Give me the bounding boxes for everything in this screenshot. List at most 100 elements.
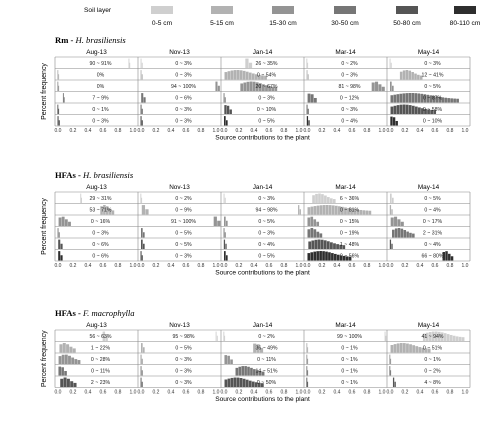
histogram-bar xyxy=(142,232,145,238)
percent-range-label: 0 ~ 3% xyxy=(175,61,192,67)
histogram-cell: 0 ~ 1% xyxy=(306,343,358,353)
histogram-cell: 0 ~ 6% xyxy=(58,251,109,261)
histogram-bar xyxy=(57,104,59,114)
histogram-bar xyxy=(224,72,228,80)
histogram-bar xyxy=(313,251,317,261)
x-tick-label: 1.0 xyxy=(462,390,469,396)
x-tick-label: 0.6 xyxy=(266,128,273,134)
x-tick-label: 0.6 xyxy=(183,263,190,269)
histogram-cell: 0 ~ 3% xyxy=(140,354,192,364)
percent-range-label: 95 ~ 98% xyxy=(172,334,194,340)
x-tick-label: 0.2 xyxy=(402,128,409,134)
percent-range-label: 0 ~ 58% xyxy=(423,107,443,113)
month-label: May-14 xyxy=(418,184,440,191)
histogram-bar xyxy=(255,370,259,376)
x-tick-label: 0.2 xyxy=(153,128,160,134)
histogram-cell: 0 ~ 10% xyxy=(224,105,276,114)
histogram-bar xyxy=(362,210,366,215)
histogram-bar xyxy=(399,93,403,103)
histogram-bar xyxy=(246,81,250,91)
histogram-cell: 0 ~ 3% xyxy=(140,58,192,68)
histogram-bar xyxy=(60,378,64,387)
month-label: Mar-14 xyxy=(335,322,356,329)
histogram-cell: 0 ~ 3% xyxy=(140,70,192,80)
histogram-bar xyxy=(223,116,226,126)
histogram-bar xyxy=(448,253,451,261)
histogram-bar xyxy=(319,251,322,261)
percent-range-label: 0 ~ 3% xyxy=(258,196,275,202)
histogram-cell: 0 ~ 87% xyxy=(390,93,459,103)
histogram-bar xyxy=(216,335,218,341)
histogram-bar xyxy=(223,239,226,249)
histogram-bar xyxy=(223,216,226,226)
percent-range-label: 0 ~ 19% xyxy=(340,231,360,237)
histogram-bar xyxy=(310,94,314,103)
histogram-bar xyxy=(433,110,437,114)
histogram-bar xyxy=(66,344,70,353)
histogram-cell: 0 ~ 5% xyxy=(140,228,192,238)
histogram-cell: 0 ~ 4% xyxy=(223,239,275,249)
histogram-bar xyxy=(313,229,317,238)
histogram-bar xyxy=(230,377,234,387)
x-tick-label: 0.0 xyxy=(387,263,394,269)
histogram-bar xyxy=(261,371,265,376)
histogram-cell: 0 ~ 3% xyxy=(223,228,275,238)
x-tick-label: 0.8 xyxy=(364,390,371,396)
legend-label: 5-15 cm xyxy=(210,20,234,27)
histogram-bar xyxy=(64,354,68,364)
histogram-bar xyxy=(306,354,308,364)
histogram-bar xyxy=(390,95,394,103)
histogram-bar xyxy=(80,193,82,203)
histogram-cell: 2 ~ 23% xyxy=(60,377,110,387)
histogram-bar xyxy=(307,217,311,226)
histogram-bar xyxy=(391,85,394,91)
histogram-cell: 0 ~ 3% xyxy=(57,116,109,126)
histogram-bar xyxy=(396,343,400,353)
percent-range-label: 0 ~ 1% xyxy=(341,369,358,375)
histogram-bar xyxy=(252,81,256,91)
histogram-bar xyxy=(394,228,398,238)
x-tick-label: 1.0 xyxy=(213,128,220,134)
histogram-bar xyxy=(225,243,227,249)
histogram-bar xyxy=(242,378,246,387)
histogram-bar xyxy=(60,243,63,249)
x-tick-label: 0.2 xyxy=(402,390,409,396)
legend-label: 15-30 cm xyxy=(269,20,297,27)
histogram-bar xyxy=(60,255,63,261)
histogram-bar xyxy=(57,70,59,80)
histogram-bar xyxy=(322,251,325,261)
percent-range-label: 91 ~ 100% xyxy=(171,219,196,225)
histogram-bar xyxy=(140,239,143,249)
histogram-cell: 94 ~ 100% xyxy=(171,81,220,91)
histogram-cell: 0 ~ 5% xyxy=(223,216,275,226)
y-axis-label: Percent frequency xyxy=(41,63,48,120)
percent-range-label: 6 ~ 36% xyxy=(340,196,360,202)
histogram-cell: 0 ~ 5% xyxy=(389,193,441,203)
percent-range-label: 0% xyxy=(97,73,105,79)
histogram-bar xyxy=(339,244,343,249)
histogram-bar xyxy=(100,206,103,215)
histogram-bar xyxy=(390,358,392,364)
month-label: Mar-14 xyxy=(335,49,356,56)
percent-range-label: 0 ~ 50% xyxy=(257,380,277,386)
x-tick-label: 0.8 xyxy=(115,263,122,269)
histogram-cell: 91 ~ 100% xyxy=(171,216,221,226)
histogram-bar xyxy=(307,358,309,364)
histogram-bar xyxy=(402,104,406,114)
histogram-cell: 94 ~ 98% xyxy=(255,205,301,215)
histogram-bar xyxy=(411,93,415,103)
histogram-bar xyxy=(142,347,145,353)
histogram-bar xyxy=(394,216,398,226)
histogram-bar xyxy=(418,107,421,114)
histogram-bar xyxy=(389,58,391,68)
histogram-bar xyxy=(424,108,427,114)
histogram-bar xyxy=(213,216,217,226)
month-label: Mar-14 xyxy=(335,184,356,191)
histogram-cell: 53 ~ 71% xyxy=(89,205,115,215)
histogram-cell: 0 ~ 2% xyxy=(306,58,358,68)
x-tick-label: 0.0 xyxy=(55,128,62,134)
histogram-bar xyxy=(307,62,309,68)
histogram-bar xyxy=(390,345,394,353)
histogram-bar xyxy=(236,70,240,80)
histogram-bar xyxy=(224,97,226,103)
